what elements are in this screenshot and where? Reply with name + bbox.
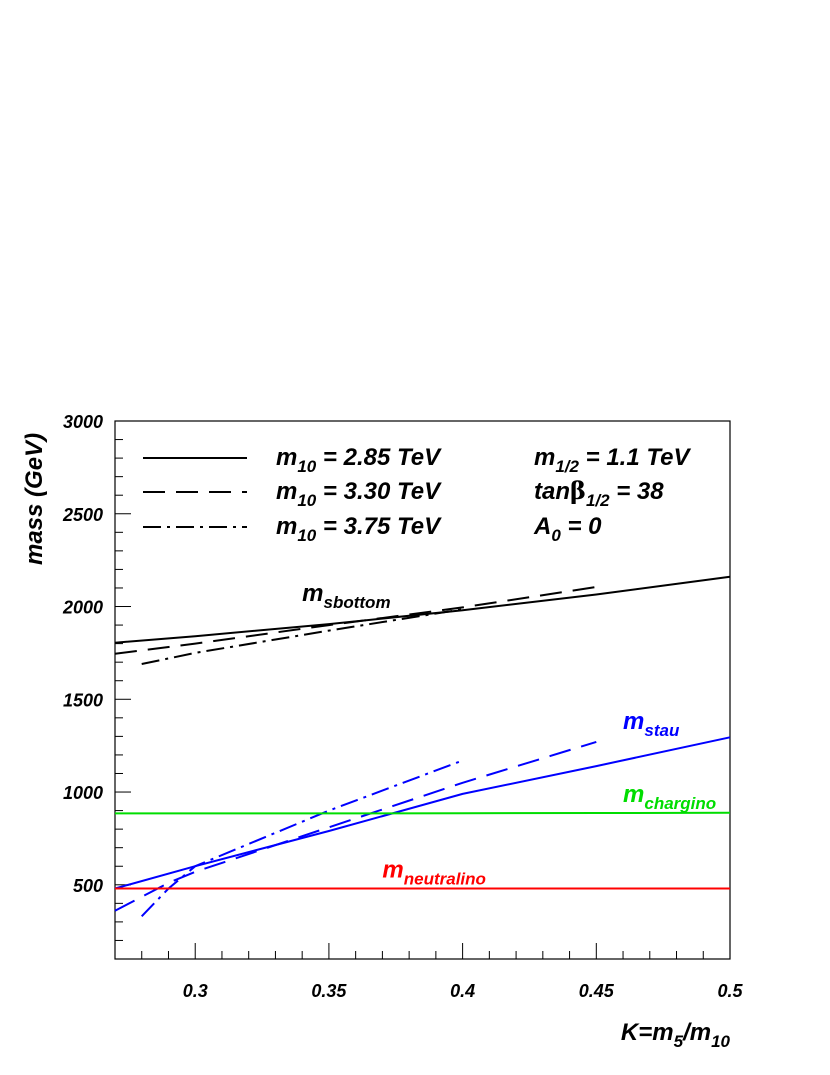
curve-annotations: msbottom mstau mchargino mneutralino bbox=[302, 580, 716, 888]
legend-label-1: m10 = 2.85 TeV bbox=[276, 444, 442, 476]
legend-label-2: m10 = 3.30 TeV bbox=[276, 478, 442, 510]
series-line-6 bbox=[115, 811, 731, 815]
param-tan-beta: tanβ1/2 = 38 bbox=[534, 476, 664, 510]
x-tick-label: 0.35 bbox=[311, 981, 347, 1001]
x-tick-label: 0.4 bbox=[450, 981, 475, 1001]
plot-frame bbox=[114, 420, 731, 960]
series-line-5 bbox=[140, 759, 463, 917]
y-axis-label: mass (GeV) bbox=[21, 433, 48, 565]
y-tick-label: 500 bbox=[73, 876, 103, 896]
x-tick-label: 0.3 bbox=[183, 981, 208, 1001]
axis-ticks: 500 1000 1500 2000 2500 3000 0.3 0.35 0.4 0.45 0.5 bbox=[62, 412, 744, 1001]
x-axis-label: K=m5/m10 bbox=[621, 1019, 731, 1051]
series-line-0 bbox=[114, 575, 731, 644]
series-line-2 bbox=[141, 608, 463, 665]
series-line-1 bbox=[114, 586, 597, 655]
legend: m10 = 2.85 TeV m10 = 3.30 TeV m10 = 3.75… bbox=[143, 444, 691, 545]
param-m-half: m1/2 = 1.1 TeV bbox=[534, 444, 691, 476]
y-tick-label: 1000 bbox=[63, 783, 103, 803]
series-line-4 bbox=[114, 740, 597, 912]
y-tick-label: 1500 bbox=[63, 690, 103, 710]
x-tick-label: 0.5 bbox=[717, 981, 743, 1001]
annotation-chargino: mchargino bbox=[623, 781, 716, 813]
y-tick-label: 2000 bbox=[62, 598, 103, 618]
y-tick-label: 3000 bbox=[63, 412, 103, 432]
legend-label-3: m10 = 3.75 TeV bbox=[276, 513, 442, 545]
data-series bbox=[114, 575, 731, 917]
param-a0: A0 = 0 bbox=[533, 513, 602, 545]
y-tick-label: 2500 bbox=[62, 505, 103, 525]
x-tick-label: 0.45 bbox=[579, 981, 615, 1001]
annotation-sbottom: msbottom bbox=[302, 580, 390, 612]
annotation-stau: mstau bbox=[623, 708, 680, 740]
annotation-neutralino: mneutralino bbox=[382, 856, 486, 888]
